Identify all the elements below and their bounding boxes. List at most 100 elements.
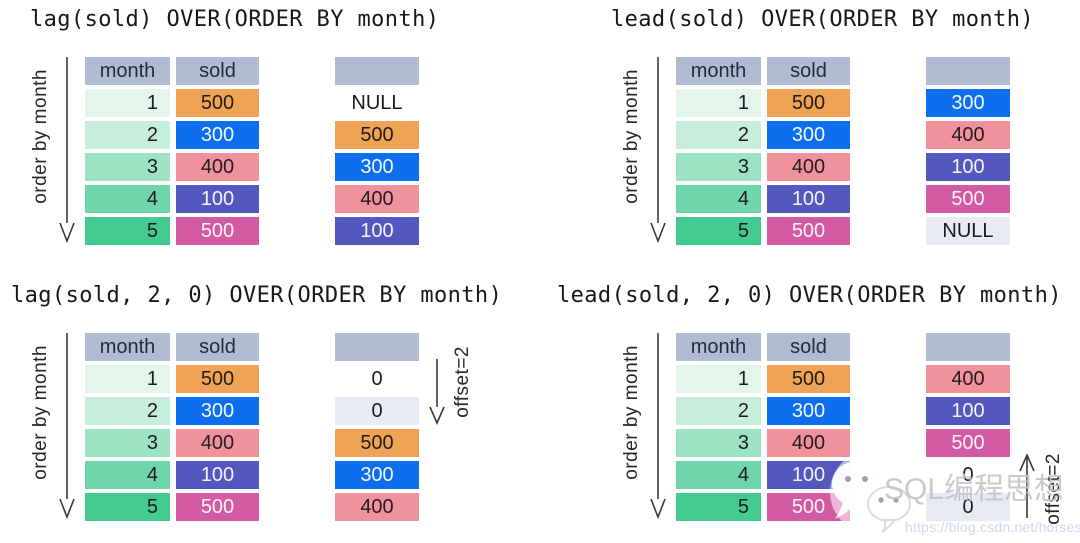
- sold-column-header: sold: [176, 57, 259, 85]
- month-column: month 1 2 3 4 5: [85, 333, 170, 521]
- sold-cell: 400: [176, 429, 259, 457]
- sold-cell: 500: [767, 493, 850, 521]
- month-column-header: month: [676, 333, 761, 361]
- month-cell: 1: [85, 89, 170, 117]
- sold-column: sold 500 300 400 100 500: [176, 333, 259, 521]
- result-column-header: [335, 333, 419, 361]
- sold-column-header: sold: [176, 333, 259, 361]
- sold-column-header: sold: [767, 333, 850, 361]
- result-cell: 100: [335, 217, 419, 245]
- month-cell: 4: [85, 185, 170, 213]
- result-cell: NULL: [351, 91, 403, 114]
- result-cell: 400: [926, 365, 1010, 393]
- order-arrow-icon: [59, 333, 75, 519]
- panel-body: order by month month 1 2 3 4 5 sold 500 …: [591, 333, 1080, 533]
- sold-cell: 400: [176, 153, 259, 181]
- result-cell: 0: [962, 463, 974, 486]
- sold-cell: 500: [767, 217, 850, 245]
- month-cell: 2: [676, 397, 761, 425]
- panel-title: lead(sold, 2, 0) OVER(ORDER BY month): [557, 283, 1062, 308]
- sold-cell: 500: [176, 493, 259, 521]
- month-column: month 1 2 3 4 5: [85, 57, 170, 245]
- sold-cell: 100: [176, 461, 259, 489]
- month-cell: 2: [85, 397, 170, 425]
- result-cell: 500: [335, 429, 419, 457]
- sold-cell: 100: [176, 185, 259, 213]
- sold-cell: 100: [767, 185, 850, 213]
- result-cell: 300: [335, 153, 419, 181]
- sold-cell: 400: [767, 153, 850, 181]
- result-column: 0 0 500 300 400: [335, 333, 419, 521]
- panel-lag-basic: lag(sold) OVER(ORDER BY month) order by …: [0, 0, 540, 270]
- order-by-label: order by month: [30, 68, 51, 204]
- offset-arrow-down-icon: [429, 359, 445, 425]
- sold-cell: 300: [767, 397, 850, 425]
- result-column-header: [926, 333, 1010, 361]
- panel-body: order by month month 1 2 3 4 5 sold 500 …: [0, 57, 540, 257]
- result-cell: 500: [926, 429, 1010, 457]
- sold-column: sold 500 300 400 100 500: [767, 333, 850, 521]
- month-cell: 3: [85, 429, 170, 457]
- month-cell: 5: [676, 493, 761, 521]
- sold-cell: 500: [176, 365, 259, 393]
- sold-cell: 500: [767, 89, 850, 117]
- result-cell: NULL: [926, 217, 1010, 245]
- sold-cell: 500: [176, 89, 259, 117]
- result-cell: 0: [335, 397, 419, 425]
- result-cell: 0: [371, 367, 383, 390]
- sold-cell: 300: [767, 121, 850, 149]
- result-cell: 0: [926, 493, 1010, 521]
- order-arrow-icon: [650, 57, 666, 243]
- month-cell: 1: [85, 365, 170, 393]
- order-arrow-icon: [650, 333, 666, 519]
- panel-body: order by month month 1 2 3 4 5 sold 500 …: [591, 57, 1080, 257]
- month-cell: 5: [85, 493, 170, 521]
- result-cell: 400: [335, 493, 419, 521]
- result-column-header: [335, 57, 419, 85]
- result-cell: 500: [335, 121, 419, 149]
- month-cell: 1: [676, 365, 761, 393]
- panel-lag-offset: lag(sold, 2, 0) OVER(ORDER BY month) ord…: [0, 270, 540, 540]
- sold-cell: 300: [176, 121, 259, 149]
- month-cell: 4: [676, 185, 761, 213]
- sold-column: sold 500 300 400 100 500: [767, 57, 850, 245]
- order-arrow-icon: [59, 57, 75, 243]
- result-cell: 100: [926, 153, 1010, 181]
- result-cell: 300: [335, 461, 419, 489]
- month-column-header: month: [85, 57, 170, 85]
- sold-cell: 400: [767, 429, 850, 457]
- result-column-header: [926, 57, 1010, 85]
- panel-body: order by month month 1 2 3 4 5 sold 500 …: [0, 333, 540, 533]
- month-cell: 5: [85, 217, 170, 245]
- month-cell: 4: [85, 461, 170, 489]
- month-column-header: month: [85, 333, 170, 361]
- order-by-label: order by month: [30, 344, 51, 480]
- sold-column: sold 500 300 400 100 500: [176, 57, 259, 245]
- result-cell: 300: [926, 89, 1010, 117]
- result-cell: 400: [335, 185, 419, 213]
- sold-cell: 500: [767, 365, 850, 393]
- panel-lead-basic: lead(sold) OVER(ORDER BY month) order by…: [540, 0, 1080, 270]
- result-cell: 100: [926, 397, 1010, 425]
- month-cell: 4: [676, 461, 761, 489]
- month-column-header: month: [676, 57, 761, 85]
- month-cell: 3: [85, 153, 170, 181]
- month-cell: 3: [676, 429, 761, 457]
- month-cell: 1: [676, 89, 761, 117]
- sold-cell: 300: [176, 397, 259, 425]
- offset-arrow-up-icon: [1019, 454, 1035, 518]
- month-column: month 1 2 3 4 5: [676, 333, 761, 521]
- result-cell: 500: [926, 185, 1010, 213]
- panel-title: lead(sold) OVER(ORDER BY month): [611, 7, 1034, 32]
- sold-cell: 500: [176, 217, 259, 245]
- sold-cell: 100: [767, 461, 850, 489]
- result-cell: 400: [926, 121, 1010, 149]
- panel-title: lag(sold, 2, 0) OVER(ORDER BY month): [11, 283, 503, 308]
- result-column: 300 400 100 500 NULL: [926, 57, 1010, 245]
- panel-title: lag(sold) OVER(ORDER BY month): [30, 7, 440, 32]
- month-cell: 2: [85, 121, 170, 149]
- offset-label: offset=2: [1043, 453, 1064, 525]
- month-cell: 5: [676, 217, 761, 245]
- panel-lead-offset: lead(sold, 2, 0) OVER(ORDER BY month) or…: [540, 270, 1080, 540]
